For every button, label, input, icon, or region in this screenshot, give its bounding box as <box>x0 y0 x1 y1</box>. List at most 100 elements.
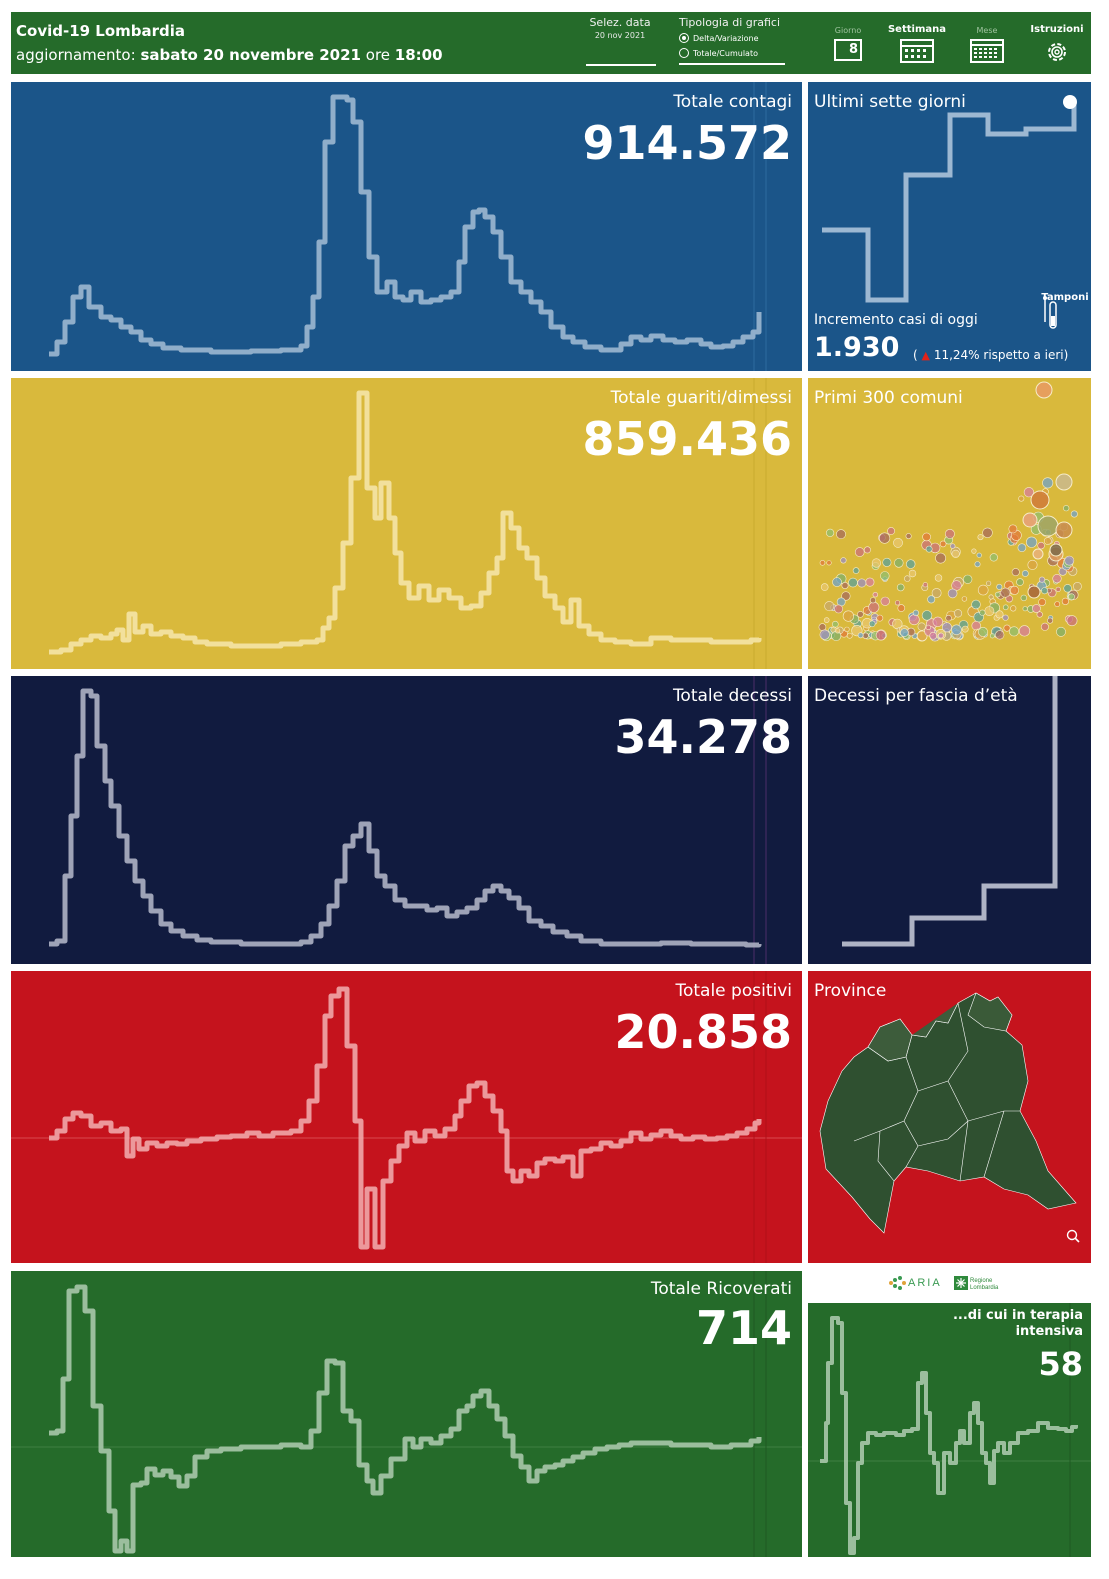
comune-bubble[interactable] <box>1056 626 1066 637</box>
comune-bubble[interactable] <box>1031 604 1041 613</box>
comune-bubble[interactable] <box>819 629 830 640</box>
comune-bubble[interactable] <box>871 558 881 568</box>
comune-bubble[interactable] <box>1063 584 1072 593</box>
comune-bubble-large[interactable] <box>1027 585 1041 599</box>
comune-bubble[interactable] <box>1063 505 1070 512</box>
comune-bubble[interactable] <box>1010 605 1017 612</box>
comune-bubble[interactable] <box>1011 568 1020 577</box>
comune-bubble[interactable] <box>894 600 901 606</box>
comune-bubble[interactable] <box>852 567 860 574</box>
comune-bubble[interactable] <box>854 547 865 557</box>
comune-bubble[interactable] <box>882 557 892 567</box>
comune-bubble[interactable] <box>994 591 1001 598</box>
panel-primi-300-comuni[interactable]: Primi 300 comuni <box>808 378 1091 669</box>
comune-bubble[interactable] <box>947 588 958 599</box>
comune-bubble[interactable] <box>978 626 988 637</box>
comune-bubble[interactable] <box>950 543 956 549</box>
comune-bubble[interactable] <box>841 591 851 601</box>
date-selector[interactable]: Selez. data 20 nov 2021 <box>586 16 656 66</box>
comune-bubble[interactable] <box>1037 541 1045 550</box>
comune-bubble[interactable] <box>1072 581 1082 591</box>
comune-bubble[interactable] <box>880 571 890 581</box>
comune-bubble[interactable] <box>1052 574 1062 584</box>
comune-bubble[interactable] <box>929 631 937 640</box>
comune-bubble[interactable] <box>900 628 909 637</box>
comune-bubble[interactable] <box>1020 594 1028 602</box>
comune-bubble[interactable] <box>844 626 850 633</box>
comune-bubble[interactable] <box>944 528 955 539</box>
comune-bubble[interactable] <box>988 594 994 600</box>
comune-bubble[interactable] <box>1009 626 1020 637</box>
comune-bubble[interactable] <box>824 601 835 612</box>
comune-bubble[interactable] <box>836 529 846 540</box>
zoom-icon[interactable] <box>1066 1229 1080 1243</box>
comune-bubble[interactable] <box>989 633 995 639</box>
comune-bubble[interactable] <box>1068 593 1075 601</box>
comune-bubble[interactable] <box>977 584 989 596</box>
comune-bubble[interactable] <box>819 560 826 566</box>
comune-bubble[interactable] <box>1027 559 1038 570</box>
comune-bubble[interactable] <box>1022 606 1028 612</box>
comune-bubble[interactable] <box>875 630 886 641</box>
comune-bubble[interactable] <box>935 552 947 564</box>
comune-bubble-large[interactable] <box>1055 473 1073 491</box>
comune-bubble[interactable] <box>897 604 906 612</box>
panel-province[interactable]: Province <box>808 971 1091 1263</box>
comune-bubble[interactable] <box>1016 578 1024 586</box>
comune-bubble[interactable] <box>1066 615 1078 627</box>
comune-bubble[interactable] <box>951 549 960 558</box>
comune-bubble[interactable] <box>868 620 876 628</box>
comune-bubble[interactable] <box>876 614 884 622</box>
comune-bubble[interactable] <box>848 577 858 588</box>
panel-ultimi-sette-giorni[interactable]: Ultimi sette giorni Incremento casi di o… <box>808 82 1091 371</box>
comune-bubble[interactable] <box>1023 487 1034 498</box>
comune-bubble[interactable] <box>1042 477 1054 489</box>
comune-bubble[interactable] <box>979 609 986 616</box>
comune-bubble[interactable] <box>887 527 895 535</box>
comune-bubble-large[interactable] <box>1035 381 1053 399</box>
comune-bubble[interactable] <box>995 610 1004 619</box>
tab-istruzioni[interactable]: Istruzioni <box>1027 24 1087 69</box>
comune-bubble[interactable] <box>905 559 916 569</box>
comune-bubble[interactable] <box>1017 543 1027 552</box>
tab-mese[interactable]: Mese <box>965 26 1009 67</box>
comune-bubble[interactable] <box>857 578 867 588</box>
comune-bubble[interactable] <box>1070 510 1078 518</box>
comune-bubble[interactable] <box>941 622 952 633</box>
comune-bubble[interactable] <box>826 560 832 566</box>
comune-bubble[interactable] <box>1021 570 1029 577</box>
comune-bubble[interactable] <box>865 577 875 587</box>
comune-bubble[interactable] <box>1000 587 1011 598</box>
comune-bubble[interactable] <box>916 630 928 642</box>
comune-bubble-large[interactable] <box>1032 548 1044 560</box>
comune-bubble[interactable] <box>922 582 928 588</box>
comune-bubble[interactable] <box>1002 604 1009 611</box>
comune-bubble[interactable] <box>938 632 944 639</box>
comune-bubble[interactable] <box>857 632 864 639</box>
comune-bubble[interactable] <box>905 533 912 540</box>
comune-bubble[interactable] <box>996 583 1003 590</box>
comune-bubble[interactable] <box>1043 537 1052 545</box>
comune-bubble[interactable] <box>1064 555 1075 566</box>
comune-bubble[interactable] <box>953 609 963 618</box>
comune-bubble[interactable] <box>984 606 995 616</box>
comune-bubble[interactable] <box>971 599 981 610</box>
comune-bubble[interactable] <box>961 625 969 633</box>
comune-bubble[interactable] <box>862 632 869 639</box>
tab-settimana[interactable]: Settimana <box>887 24 947 67</box>
comune-bubble[interactable] <box>951 580 962 591</box>
comune-bubble[interactable] <box>834 604 843 614</box>
comune-bubble[interactable] <box>869 597 877 604</box>
panel-decessi-fascia-eta[interactable]: Decessi per fascia d’età <box>808 676 1091 964</box>
comune-bubble-large[interactable] <box>1022 512 1038 528</box>
comune-bubble[interactable] <box>939 540 947 548</box>
comune-bubble[interactable] <box>951 624 962 636</box>
comune-bubble[interactable] <box>976 552 982 558</box>
comune-bubble[interactable] <box>986 580 992 586</box>
comune-bubble[interactable] <box>982 527 993 539</box>
comune-bubble[interactable] <box>1054 601 1061 607</box>
comune-bubble[interactable] <box>1008 524 1018 534</box>
comune-bubble[interactable] <box>974 561 981 568</box>
comune-bubble[interactable] <box>995 630 1005 640</box>
comune-bubble[interactable] <box>1026 536 1038 548</box>
